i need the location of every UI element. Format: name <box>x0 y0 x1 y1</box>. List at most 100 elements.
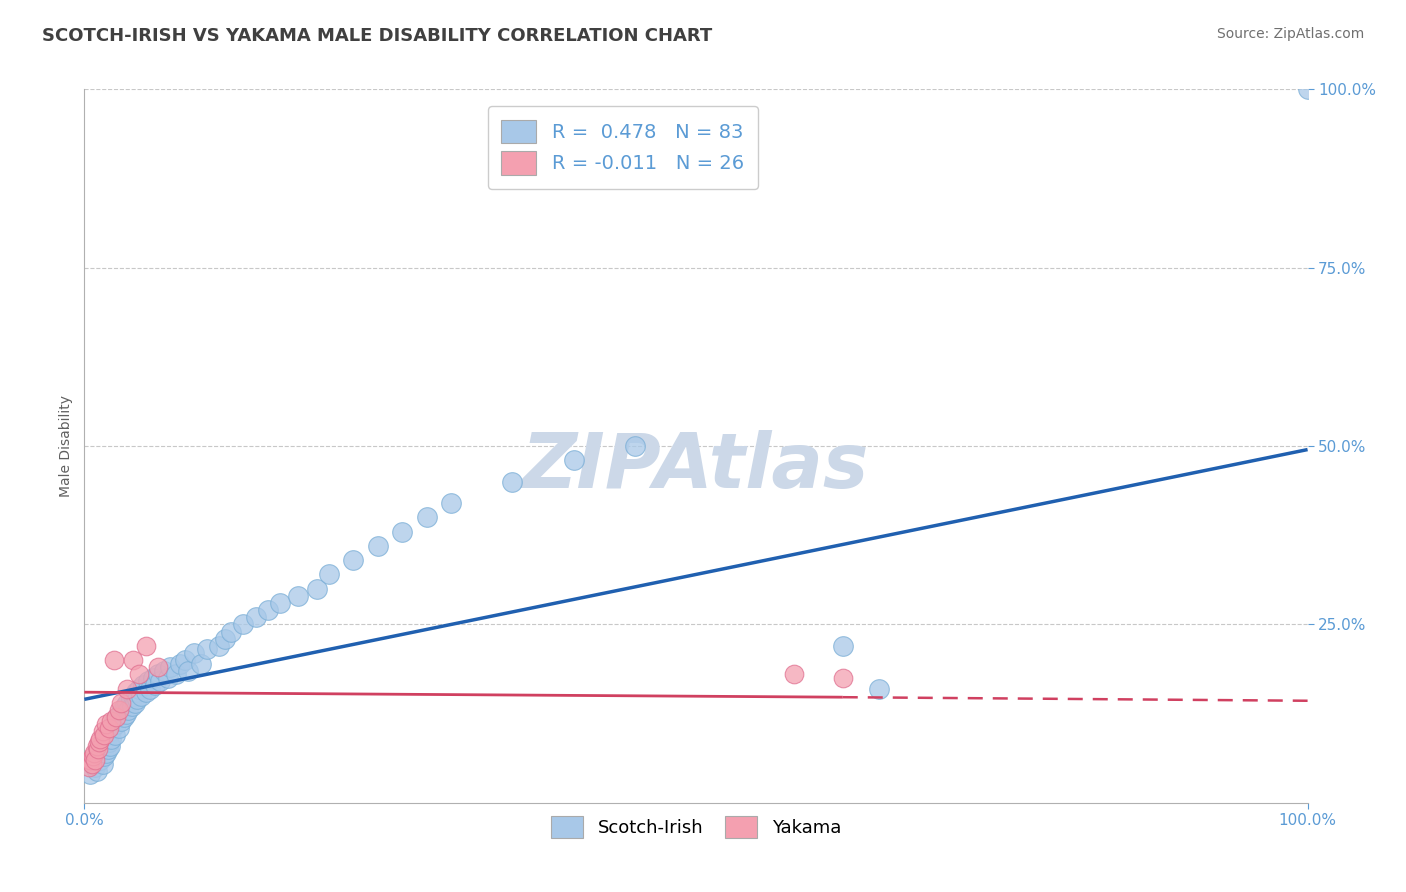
Point <box>91 756 114 771</box>
Point <box>128 667 150 681</box>
Point <box>110 696 132 710</box>
Point <box>114 699 136 714</box>
Point <box>1296 82 1319 96</box>
Point <box>190 657 212 671</box>
Point <box>89 731 111 746</box>
Point <box>77 760 100 774</box>
Point <box>416 510 439 524</box>
Point <box>122 689 145 703</box>
Point <box>367 539 389 553</box>
Point <box>87 746 110 760</box>
Point <box>177 664 200 678</box>
Point <box>159 660 181 674</box>
Point <box>153 664 176 678</box>
Point <box>100 714 122 728</box>
Point <box>87 735 110 749</box>
Point <box>97 742 120 756</box>
Point <box>128 681 150 696</box>
Point <box>115 696 138 710</box>
Point <box>90 739 112 753</box>
Point <box>83 753 105 767</box>
Point <box>831 639 853 653</box>
Point <box>96 731 118 746</box>
Point <box>125 692 148 706</box>
Point <box>124 696 146 710</box>
Point <box>624 439 647 453</box>
Point <box>103 714 125 728</box>
Point <box>121 699 143 714</box>
Point <box>287 589 309 603</box>
Point <box>440 496 463 510</box>
Point <box>143 678 166 692</box>
Point <box>96 717 118 731</box>
Point <box>91 735 114 749</box>
Point <box>135 639 157 653</box>
Point <box>117 703 139 717</box>
Point <box>146 660 169 674</box>
Point <box>101 721 124 735</box>
Point <box>96 746 118 760</box>
Text: SCOTCH-IRISH VS YAKAMA MALE DISABILITY CORRELATION CHART: SCOTCH-IRISH VS YAKAMA MALE DISABILITY C… <box>42 27 713 45</box>
Point <box>97 721 120 735</box>
Point <box>107 721 129 735</box>
Point <box>89 753 111 767</box>
Point <box>831 671 853 685</box>
Point <box>135 685 157 699</box>
Point <box>97 728 120 742</box>
Point <box>208 639 231 653</box>
Point <box>149 674 172 689</box>
Point <box>232 617 254 632</box>
Point <box>93 728 115 742</box>
Point <box>105 710 128 724</box>
Point <box>100 731 122 746</box>
Point <box>132 678 155 692</box>
Point <box>269 596 291 610</box>
Point <box>82 756 104 771</box>
Point <box>142 671 165 685</box>
Point <box>98 739 121 753</box>
Point <box>112 710 135 724</box>
Point <box>562 453 585 467</box>
Point <box>80 756 103 771</box>
Point <box>87 742 110 756</box>
Point <box>305 582 328 596</box>
Point <box>156 671 179 685</box>
Text: ZIPAtlas: ZIPAtlas <box>522 431 870 504</box>
Point <box>103 653 125 667</box>
Point <box>869 681 891 696</box>
Point <box>82 749 104 764</box>
Point <box>115 681 138 696</box>
Point <box>105 717 128 731</box>
Point <box>183 646 205 660</box>
Point <box>111 703 134 717</box>
Point <box>169 657 191 671</box>
Point <box>214 632 236 646</box>
Point <box>108 706 131 721</box>
Point <box>93 749 115 764</box>
Point <box>125 685 148 699</box>
Point <box>173 653 195 667</box>
Point <box>139 681 162 696</box>
Point <box>86 749 108 764</box>
Point <box>165 667 187 681</box>
Point <box>783 667 806 681</box>
Point <box>502 475 524 489</box>
Point <box>195 642 218 657</box>
Point <box>342 553 364 567</box>
Legend: Scotch-Irish, Yakama: Scotch-Irish, Yakama <box>538 804 853 851</box>
Point <box>97 735 120 749</box>
Point <box>79 767 101 781</box>
Point <box>91 724 114 739</box>
Point <box>86 764 108 778</box>
Point <box>146 667 169 681</box>
Point <box>87 742 110 756</box>
Point <box>100 724 122 739</box>
Point <box>115 706 138 721</box>
Point <box>120 692 142 706</box>
Point <box>136 674 159 689</box>
Point <box>122 653 145 667</box>
Point <box>105 710 128 724</box>
Point <box>104 728 127 742</box>
Point <box>86 739 108 753</box>
Point <box>94 739 117 753</box>
